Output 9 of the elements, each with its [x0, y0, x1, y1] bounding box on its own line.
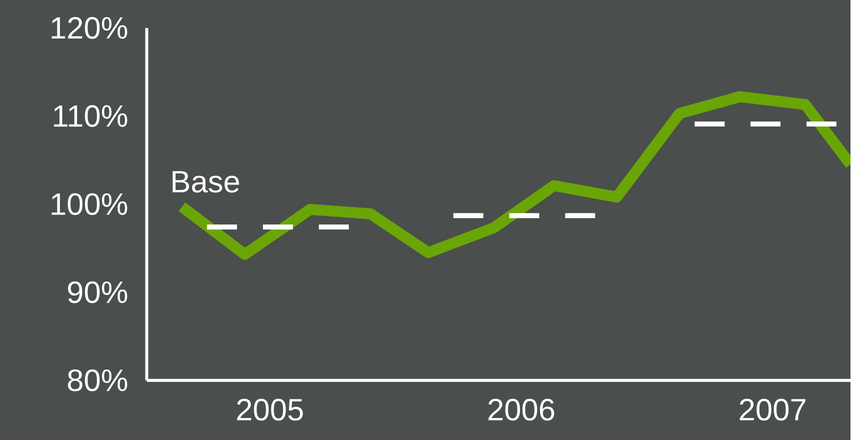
annotation: Base — [172, 170, 240, 192]
y-tick-label: 90% — [68, 281, 128, 304]
x-tick-label: 2007 — [740, 398, 806, 420]
y-tick-label: 100% — [52, 193, 128, 215]
y-tick-label: 110% — [54, 105, 128, 127]
y-tick-label: 120% — [52, 16, 128, 39]
y-tick-label: 80% — [68, 369, 128, 392]
x-tick-label: 2005 — [237, 398, 303, 420]
x-tick-label: 2006 — [488, 398, 554, 420]
